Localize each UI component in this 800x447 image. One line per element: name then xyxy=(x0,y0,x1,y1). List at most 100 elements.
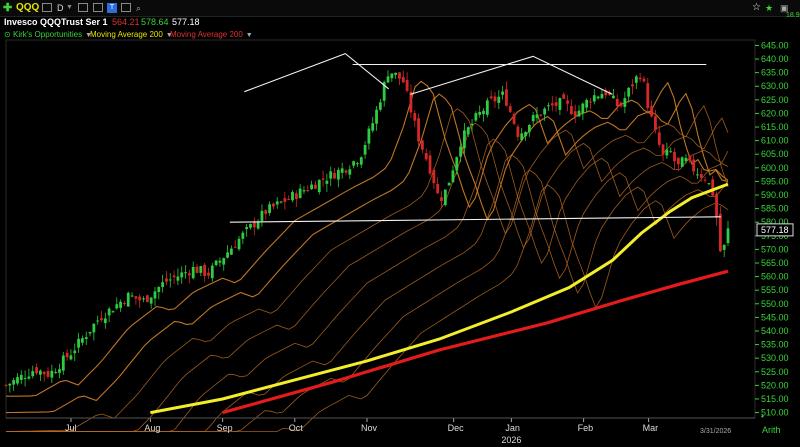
candle-body xyxy=(310,184,314,190)
candle-body xyxy=(455,157,459,171)
candle-body xyxy=(27,376,31,379)
x-year-label: 2026 xyxy=(501,435,521,445)
candle-body xyxy=(81,338,84,343)
candle-body xyxy=(287,198,291,200)
candle-body xyxy=(424,152,428,160)
candle-body xyxy=(707,183,711,185)
candle-body xyxy=(398,72,401,79)
candle-body xyxy=(661,144,665,155)
indicator-ma-red-label: Moving Average 200 xyxy=(170,30,243,39)
draw-tools-icon[interactable] xyxy=(121,3,131,12)
trendline xyxy=(244,52,390,93)
green-star-icon[interactable]: ★ xyxy=(765,3,774,13)
candle-body xyxy=(577,110,581,117)
zoom-icon[interactable]: ⌕ xyxy=(136,3,142,13)
period-dropdown-icon[interactable]: ▼ xyxy=(66,4,73,11)
favorite-star-icon[interactable]: ☆ xyxy=(752,2,761,13)
candle-body xyxy=(459,146,462,157)
candle-body xyxy=(336,169,340,180)
trendline xyxy=(410,55,613,95)
candle-body xyxy=(543,108,547,115)
candle-body xyxy=(409,91,413,113)
candle-body xyxy=(241,232,245,239)
candle-body xyxy=(485,100,489,115)
symbol-menu-icon[interactable] xyxy=(42,3,52,12)
candle-body xyxy=(356,163,359,165)
indicator-ma-yellow-label: Moving Average 200 xyxy=(90,30,163,39)
candle-body xyxy=(573,111,577,117)
indicator-dropdown-icon[interactable]: ▼ xyxy=(165,32,173,39)
candle-body xyxy=(50,370,54,378)
y-tick-label: 570.00 xyxy=(761,244,789,254)
candle-body xyxy=(35,367,38,374)
high-value: 578.64 xyxy=(141,17,169,27)
indicator-ma-red[interactable]: Moving Average 200 ▼ xyxy=(170,28,253,42)
candle-body xyxy=(539,114,543,116)
candle-body xyxy=(501,91,505,95)
candle-body xyxy=(562,94,566,99)
plus-icon[interactable]: ✚ xyxy=(3,2,13,14)
toolbar: ✚ QQQ D ▼ T ⌕ ☆ ★ ▣ 18.90 xyxy=(0,0,800,19)
compare-icon[interactable] xyxy=(78,3,88,12)
candle-body xyxy=(390,73,394,79)
candle-body xyxy=(482,110,485,115)
x-tick-label: Sep xyxy=(217,423,233,433)
indicator-dropdown-icon[interactable]: ▼ xyxy=(85,32,93,39)
candle-body xyxy=(268,204,271,214)
period-selector[interactable]: D xyxy=(57,3,64,13)
x-axis[interactable]: Jul Aug Sep Oct Nov Dec Jan Feb Mar 2026 3/31/2026… xyxy=(6,417,781,445)
ma200-red-line xyxy=(222,269,729,415)
y-tick-label: 590.00 xyxy=(761,190,789,200)
candle-body xyxy=(405,79,409,91)
symbol-field[interactable]: QQQ xyxy=(16,2,40,13)
candle-body xyxy=(237,238,241,250)
indicator-kirks[interactable]: Kirk's Opportunities ▼ xyxy=(13,28,92,42)
candle-body xyxy=(58,369,61,373)
candle-body xyxy=(375,109,378,124)
ma200-yellow-line xyxy=(150,182,729,415)
candle-body xyxy=(172,275,176,278)
ma-ribbon-line xyxy=(6,80,729,397)
indicator-dropdown-icon[interactable]: ▼ xyxy=(245,32,253,39)
periodic-icon[interactable]: T xyxy=(107,3,117,13)
candle-body xyxy=(699,174,703,178)
y-tick-label: 635.00 xyxy=(761,68,789,78)
candle-body xyxy=(180,272,184,278)
candle-body xyxy=(527,124,531,132)
candle-body xyxy=(650,106,653,117)
candle-body xyxy=(153,291,157,299)
candle-body xyxy=(451,170,455,183)
candle-body xyxy=(249,224,252,228)
layout-icon[interactable] xyxy=(93,3,103,12)
y-tick-label: 520.00 xyxy=(761,380,789,390)
last-value: 577.18 xyxy=(172,17,200,27)
candle-body xyxy=(600,94,604,99)
candle-body xyxy=(214,260,218,266)
candle-body xyxy=(348,169,352,175)
candle-body xyxy=(703,179,707,181)
y-tick-label: 615.00 xyxy=(761,122,789,132)
candle-body xyxy=(520,133,524,141)
candle-body xyxy=(165,278,168,282)
y-tick-label: 525.00 xyxy=(761,367,789,377)
y-axis[interactable]: 645.00 640.00 635.00 630.00 625.00 620.00 615.… xyxy=(755,40,794,421)
ma-ribbon-line xyxy=(5,105,729,432)
candle-body xyxy=(256,221,260,229)
candle-body xyxy=(226,252,229,258)
settings-icon[interactable]: ▣ xyxy=(780,3,789,13)
low-value: 564.21 xyxy=(112,17,140,27)
candle-body xyxy=(252,222,256,228)
candle-body xyxy=(722,244,726,250)
candle-body xyxy=(516,126,520,137)
candle-body xyxy=(317,179,321,193)
candle-body xyxy=(596,96,600,99)
candle-body xyxy=(229,248,233,255)
y-tick-label: 600.00 xyxy=(761,163,789,173)
candle-body xyxy=(149,297,153,304)
indicator-ma-yellow[interactable]: Moving Average 200 ▼ xyxy=(90,28,173,42)
candle-body xyxy=(176,276,180,281)
y-tick-label: 610.00 xyxy=(761,136,789,146)
candle-body xyxy=(378,102,382,110)
candle-body xyxy=(161,282,165,288)
